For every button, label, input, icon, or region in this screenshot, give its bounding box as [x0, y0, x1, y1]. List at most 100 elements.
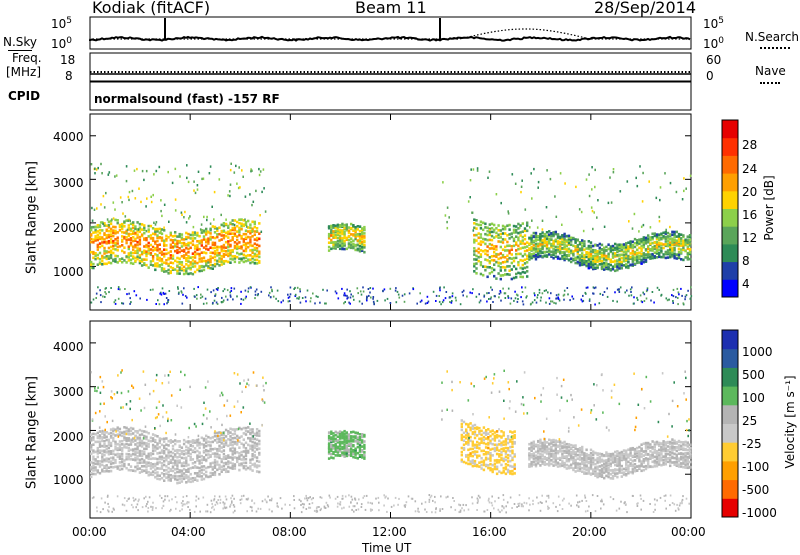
velocity-cell [103, 449, 105, 452]
power-cell [238, 234, 240, 237]
power-cell [343, 240, 345, 243]
velocity-cell [528, 452, 530, 455]
power-cell [574, 257, 576, 260]
power-sparse [194, 231, 196, 233]
power-sparse [230, 163, 232, 165]
power-cell [243, 233, 245, 236]
power-speckle [214, 300, 216, 302]
velocity-cell [561, 453, 563, 456]
velocity-cell [500, 472, 502, 475]
power-cell [676, 253, 678, 256]
power-cell [363, 226, 365, 229]
velocity-cell [254, 451, 256, 454]
velocity-cell [90, 472, 92, 475]
power-cell [243, 261, 245, 264]
velocity-cell [563, 455, 565, 458]
velocity-cell [258, 443, 260, 446]
power-cell [108, 247, 110, 250]
power-cell [227, 236, 229, 239]
velocity-cell [472, 459, 474, 462]
velocity-cell [256, 434, 258, 437]
power-cell [502, 238, 504, 241]
velocity-cell [500, 448, 502, 451]
power-cell [238, 241, 240, 244]
velocity-cell [579, 447, 581, 450]
power-speckle [95, 297, 97, 299]
velocity-cell [103, 436, 105, 439]
velocity-cell [498, 440, 500, 443]
power-cell [480, 240, 482, 243]
power-sparse [160, 231, 162, 233]
power-speckle [93, 299, 95, 301]
velocity-cell [563, 444, 565, 447]
velocity-cell [181, 453, 183, 456]
power-speckle [214, 295, 216, 297]
power-cell [656, 256, 658, 259]
power-cell [594, 263, 596, 266]
power-speckle [345, 295, 347, 297]
velocity-cell [581, 467, 583, 470]
power-cell [673, 233, 675, 236]
power-cell [243, 238, 245, 241]
power-cell [236, 235, 238, 238]
power-sparse [181, 212, 183, 214]
power-cell [480, 253, 482, 256]
power-cell [130, 254, 132, 257]
power-sparse [126, 165, 128, 167]
velocity-cell [544, 461, 546, 464]
power-cell [214, 253, 216, 256]
velocity-cell [341, 451, 343, 454]
power-cell [497, 272, 499, 275]
power-speckle [349, 303, 351, 305]
power-speckle [287, 294, 289, 296]
power-sparse [128, 196, 130, 198]
velocity-cell [90, 466, 92, 469]
velocity-cell [492, 433, 494, 436]
power-cell [623, 247, 625, 250]
power-cell [176, 272, 178, 275]
power-cell [581, 252, 583, 255]
velocity-cell [612, 475, 614, 478]
velocity-cell [487, 464, 489, 467]
power-sparse [637, 185, 639, 187]
power-cell [519, 276, 521, 279]
power-cell [513, 245, 515, 248]
power-cell [605, 255, 607, 258]
power-cell [343, 248, 345, 251]
power-cell [519, 240, 521, 243]
power-cell [247, 236, 249, 239]
power-cell [348, 226, 350, 229]
velocity-cell [185, 452, 187, 455]
power-cell [128, 233, 130, 236]
velocity-cell [97, 452, 99, 455]
velocity-cell [172, 470, 174, 473]
velocity-cell [469, 427, 471, 430]
power-cell [254, 243, 256, 246]
power-cell [348, 235, 350, 238]
power-speckle [599, 302, 601, 304]
power-speckle [278, 300, 280, 302]
power-cell [506, 249, 508, 252]
velocity-cell [223, 468, 225, 471]
power-cell [552, 231, 554, 234]
power-cell [357, 233, 359, 236]
velocity-cell [590, 455, 592, 458]
velocity-cell [256, 448, 258, 451]
power-speckle [289, 300, 291, 302]
power-cell [218, 239, 220, 242]
power-sparse [470, 168, 472, 170]
velocity-cell [181, 462, 183, 465]
power-cell [588, 258, 590, 261]
velocity-cell [494, 465, 496, 468]
velocity-cell [128, 437, 130, 440]
power-cell [484, 265, 486, 268]
velocity-cell [176, 440, 178, 443]
velocity-cell [141, 458, 143, 461]
velocity-cell [154, 472, 156, 475]
power-cell [251, 261, 253, 264]
power-cell [592, 255, 594, 258]
velocity-cell [612, 469, 614, 472]
power-sparse [168, 221, 170, 223]
power-speckle [183, 287, 185, 289]
power-speckle [545, 289, 547, 291]
